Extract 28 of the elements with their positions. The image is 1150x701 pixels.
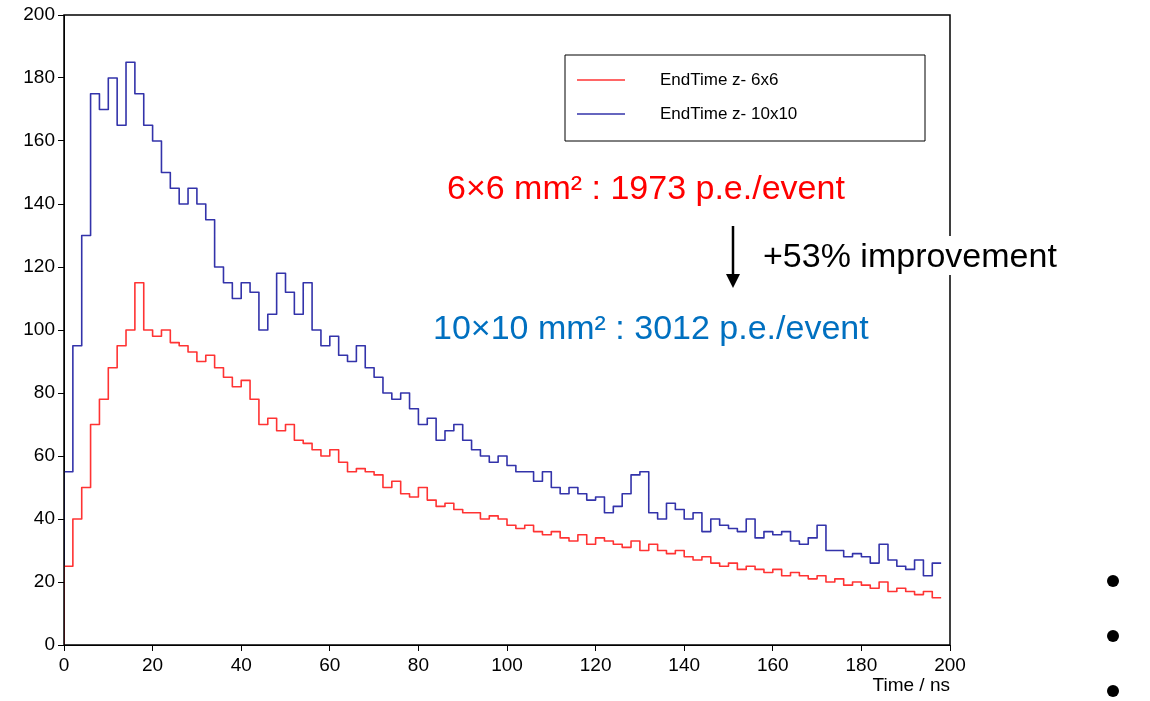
x-tick-label: 100 bbox=[491, 653, 523, 675]
x-tick-label: 60 bbox=[319, 653, 341, 675]
y-tick-label: 100 bbox=[23, 318, 55, 340]
annotation: 6×6 mm² : 1973 p.e./event bbox=[447, 168, 845, 207]
y-tick-label: 200 bbox=[23, 3, 55, 25]
y-tick-label: 180 bbox=[23, 66, 55, 88]
x-tick-label: 200 bbox=[934, 653, 966, 675]
y-tick-label: 80 bbox=[33, 381, 55, 403]
x-tick-label: 80 bbox=[407, 653, 429, 675]
x-tick-label: 0 bbox=[58, 653, 70, 675]
x-tick-label: 160 bbox=[756, 653, 789, 675]
y-tick-label: 120 bbox=[23, 255, 55, 277]
x-tick-label: 40 bbox=[230, 653, 252, 675]
x-tick-label: 20 bbox=[142, 653, 164, 675]
x-tick-label: 140 bbox=[668, 653, 701, 675]
legend-label: EndTime z- 10x10 bbox=[660, 103, 798, 123]
x-tick-label: 180 bbox=[845, 653, 878, 675]
x-axis-title: Time / ns bbox=[872, 673, 950, 695]
y-tick-label: 160 bbox=[23, 129, 55, 151]
y-tick-label: 140 bbox=[23, 192, 55, 214]
y-tick-label: 0 bbox=[44, 633, 55, 655]
x-tick-label: 120 bbox=[579, 653, 612, 675]
annotation: 10×10 mm² : 3012 p.e./event bbox=[433, 308, 869, 347]
y-tick-label: 40 bbox=[33, 507, 55, 529]
annotation: +53% improvement bbox=[763, 236, 1057, 275]
y-tick-label: 60 bbox=[33, 444, 55, 466]
legend-label: EndTime z- 6x6 bbox=[660, 69, 779, 89]
y-tick-label: 20 bbox=[33, 570, 55, 592]
